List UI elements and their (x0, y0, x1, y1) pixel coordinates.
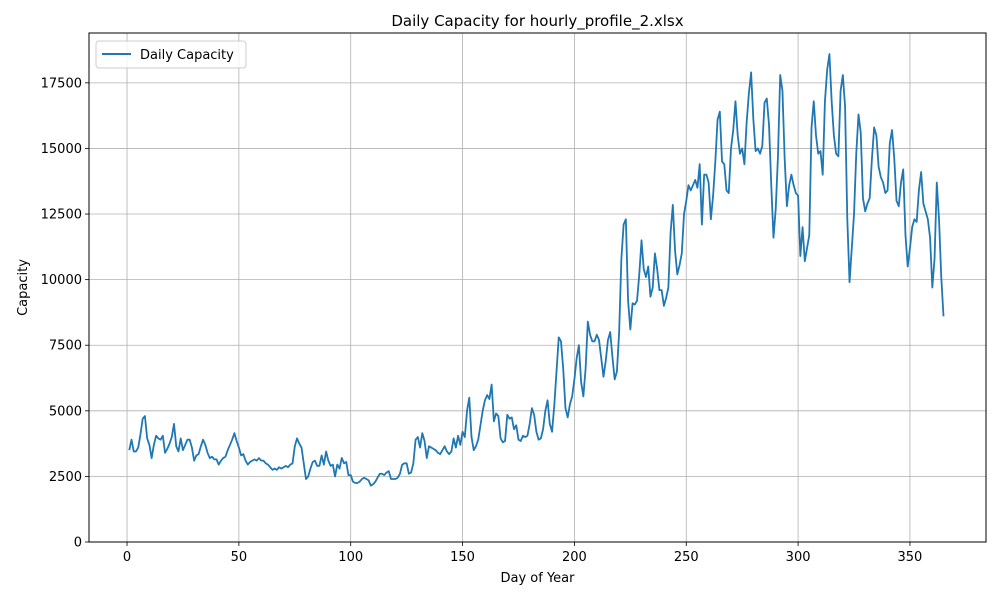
y-tick-label: 10000 (41, 273, 82, 288)
chart-title: Daily Capacity for hourly_profile_2.xlsx (391, 12, 683, 31)
y-axis-label: Capacity (16, 259, 31, 316)
series-layer (128, 53, 945, 487)
axis-ticks: 0 50 100 150 200 250 300 350 0 2500 5000 7500 10000 1… (41, 76, 923, 565)
x-tick-label: 250 (674, 550, 699, 565)
series-line-daily-capacity (128, 53, 945, 487)
legend: Daily Capacity (95, 40, 247, 69)
plot-frame (88, 32, 987, 543)
x-tick-label: 50 (231, 550, 248, 565)
y-tick-label: 0 (74, 536, 82, 551)
x-tick-label: 100 (338, 550, 363, 565)
gridlines (89, 33, 986, 543)
x-tick-label: 150 (450, 550, 475, 565)
y-tick-label: 12500 (41, 208, 82, 223)
x-tick-label: 0 (123, 550, 131, 565)
y-tick-label: 2500 (49, 470, 82, 485)
x-tick-label: 350 (898, 550, 923, 565)
x-tick-label: 300 (786, 550, 811, 565)
y-tick-label: 17500 (41, 76, 82, 91)
x-tick-label: 200 (562, 550, 587, 565)
y-tick-label: 7500 (49, 339, 82, 354)
x-axis-label: Day of Year (501, 571, 576, 586)
legend-entry-daily-capacity: Daily Capacity (140, 48, 234, 63)
y-tick-label: 15000 (41, 142, 82, 157)
y-tick-label: 5000 (49, 404, 82, 419)
legend-box (95, 40, 247, 69)
